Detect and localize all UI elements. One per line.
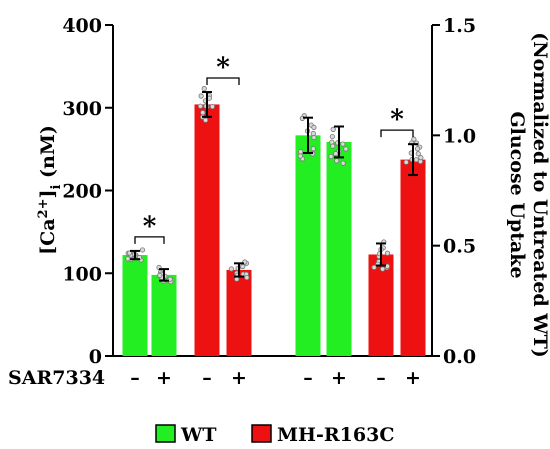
bar-4: [295, 135, 321, 356]
data-point: [330, 126, 336, 132]
data-point: [201, 86, 207, 92]
left-axis-title: [Ca2+]i (nM): [36, 125, 64, 255]
data-point: [415, 151, 421, 157]
data-point: [197, 103, 204, 109]
data-point: [329, 133, 335, 140]
legend-label-mh-r163c: MH-R163C: [277, 424, 394, 446]
treatment-label: SAR7334: [8, 367, 105, 389]
right-y-ticks: 0.0 0.5 1.0 1.5: [432, 15, 476, 368]
left-axis-title-main: [Ca: [37, 218, 59, 254]
error-bars: [130, 91, 418, 282]
significance-brackets: * * *: [134, 53, 414, 244]
data-point: [125, 256, 131, 262]
significance-star: *: [390, 105, 404, 135]
data-point: [200, 110, 206, 116]
left-tick-label: 300: [62, 98, 102, 120]
data-point: [202, 117, 209, 123]
significance-bracket: [380, 129, 414, 138]
treatment-signs: – + – + – + – +: [130, 367, 421, 389]
data-point: [157, 272, 163, 278]
legend-swatch-wt: [155, 424, 176, 443]
treatment-sign: +: [331, 367, 347, 389]
significance-star: *: [216, 53, 230, 83]
treatment-sign: –: [130, 367, 140, 389]
bars: [122, 104, 426, 356]
legend-label-wt: WT: [180, 424, 216, 446]
treatment-sign: +: [156, 367, 172, 389]
data-point: [343, 146, 349, 152]
data-point: [384, 250, 391, 256]
right-tick-label: 0.5: [443, 236, 476, 258]
data-point: [240, 263, 246, 270]
data-point: [297, 153, 303, 159]
left-tick-label: 0: [89, 346, 102, 368]
left-axis-title-sub: i: [49, 185, 64, 190]
data-point: [334, 158, 340, 164]
data-point: [139, 247, 146, 253]
bar-2: [194, 104, 220, 356]
treatment-sign: –: [376, 367, 386, 389]
data-point: [333, 151, 339, 157]
data-point: [418, 155, 424, 161]
data-point: [244, 274, 250, 281]
left-tick-label: 200: [62, 181, 102, 203]
data-point: [403, 159, 409, 165]
bar-0: [122, 255, 148, 356]
data-point: [380, 266, 386, 272]
significance-bracket: [206, 77, 240, 86]
data-point: [330, 143, 336, 149]
left-axis-title-sup: 2+: [36, 199, 51, 219]
treatment-sign: +: [405, 367, 421, 389]
legend-swatch-mh-r163c: [251, 424, 272, 443]
data-point: [371, 264, 377, 270]
treatment-sign: –: [202, 367, 212, 389]
bar-7: [400, 159, 426, 356]
right-tick-label: 1.0: [443, 125, 476, 147]
data-point: [209, 103, 216, 110]
data-point: [311, 124, 317, 131]
data-point: [413, 157, 419, 163]
left-tick-label: 100: [62, 263, 102, 285]
left-axis-title-close: ]: [37, 190, 59, 199]
bar-1: [151, 274, 177, 356]
data-point: [198, 93, 204, 99]
legend: WT MH-R163C: [155, 424, 394, 446]
data-points: [125, 86, 424, 285]
significance-bracket: [134, 236, 165, 244]
data-point: [228, 266, 234, 272]
data-point: [340, 141, 346, 147]
left-y-ticks: 0 100 200 300 400: [62, 15, 113, 368]
bar-3: [226, 269, 252, 356]
data-point: [340, 160, 346, 166]
data-point: [310, 130, 316, 137]
bar-6: [368, 254, 394, 356]
data-point: [328, 153, 334, 160]
left-axis-title-unit: (nM): [37, 125, 59, 184]
right-tick-label: 1.5: [443, 15, 476, 37]
right-axis-title-line2: (Normalized to Untreated WT): [529, 32, 550, 358]
data-point: [411, 136, 417, 142]
data-point: [167, 276, 173, 282]
treatment-sign: –: [303, 367, 313, 389]
treatment-sign: +: [231, 367, 247, 389]
left-tick-label: 400: [62, 15, 102, 37]
data-point: [310, 146, 316, 152]
right-tick-label: 0.0: [443, 346, 476, 368]
data-point: [414, 146, 421, 152]
data-point: [126, 250, 133, 256]
bar-5: [326, 141, 352, 356]
significance-star: *: [143, 212, 157, 242]
right-axis-title-line1: Glucose Uptake: [506, 111, 528, 278]
data-point: [297, 149, 304, 155]
